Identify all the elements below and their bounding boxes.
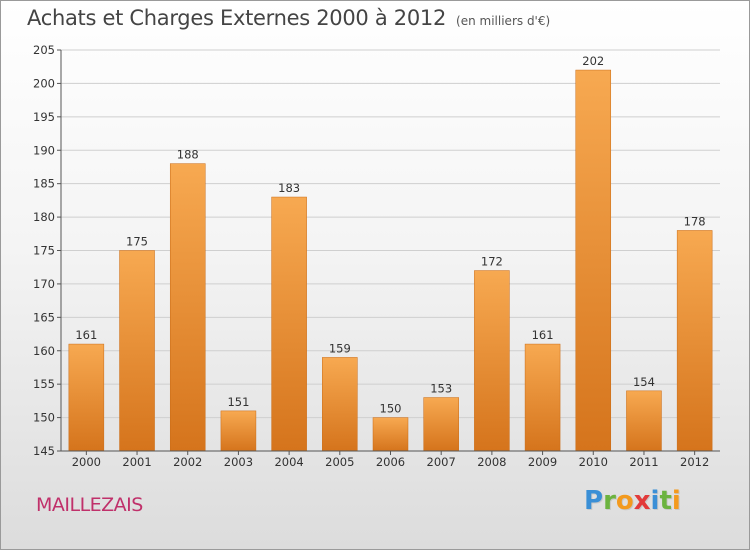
x-tick-label: 2009	[528, 455, 557, 469]
x-tick-label: 2004	[274, 455, 303, 469]
x-tick-label: 2008	[477, 455, 506, 469]
data-label: 161	[532, 328, 554, 342]
chart-title-text: Achats et Charges Externes 2000 à 2012	[27, 6, 447, 30]
bar	[575, 69, 612, 452]
y-tick-label: 200	[33, 76, 55, 90]
data-label: 159	[329, 341, 351, 355]
data-label: 153	[430, 382, 452, 396]
data-label: 202	[582, 54, 604, 68]
proxiti-logo[interactable]: Proxiti	[584, 486, 681, 516]
x-tick-label: 2000	[72, 455, 101, 469]
bar	[626, 390, 662, 452]
y-tick-label: 160	[33, 344, 55, 358]
chart-title: Achats et Charges Externes 2000 à 2012 (e…	[27, 6, 550, 30]
logo-letter: t	[659, 486, 672, 516]
bar	[220, 410, 257, 452]
grid-lines	[61, 49, 720, 452]
logo-letter: r	[603, 486, 616, 516]
x-tick-label: 2011	[629, 455, 658, 469]
bar	[322, 357, 358, 452]
bar	[68, 343, 105, 452]
data-label: 161	[75, 328, 97, 342]
data-label: 178	[684, 214, 706, 228]
data-label: 172	[481, 255, 503, 269]
y-tick-label: 145	[33, 444, 55, 458]
y-tick-label: 155	[33, 377, 55, 391]
y-tick-label: 175	[33, 244, 55, 258]
data-label: 154	[633, 375, 655, 389]
y-tick-label: 170	[33, 277, 55, 291]
data-label: 188	[177, 148, 199, 162]
data-label: 175	[126, 235, 148, 249]
logo-letter: i	[650, 486, 660, 516]
commune-name: MAILLEZAIS	[36, 494, 143, 516]
x-tick-label: 2010	[579, 455, 608, 469]
x-tick-label: 2005	[325, 455, 354, 469]
data-label: 151	[227, 395, 249, 409]
bar	[474, 270, 510, 452]
bar	[119, 250, 155, 452]
y-tick-label: 195	[33, 110, 55, 124]
x-tick-label: 2012	[680, 455, 709, 469]
y-tick-label: 190	[33, 143, 55, 157]
y-tick-label: 165	[33, 310, 55, 324]
x-tick-label: 2002	[173, 455, 202, 469]
y-tick-label: 185	[33, 177, 55, 191]
logo-letter: i	[671, 486, 681, 516]
bar	[169, 163, 206, 452]
bar	[676, 230, 713, 452]
x-tick-label: 2001	[122, 455, 151, 469]
data-labels: 161 175 188 151 183 159 150 153 172 161 202 154 178	[75, 54, 705, 416]
x-tick-label: 2007	[427, 455, 456, 469]
bars	[68, 69, 713, 452]
x-tick-label: 2006	[376, 455, 405, 469]
bar	[524, 343, 561, 452]
y-tick-label: 150	[33, 411, 55, 425]
logo-letter: o	[615, 486, 634, 516]
bar	[271, 196, 307, 452]
axes: 145 150 155 160 165 170 175 180 185 190 195 200 205 2…	[33, 43, 720, 469]
x-tick-label: 2003	[224, 455, 253, 469]
data-label: 183	[278, 181, 300, 195]
bar	[423, 397, 459, 452]
y-tick-label: 180	[33, 210, 55, 224]
bar	[372, 417, 409, 452]
y-tick-label: 205	[33, 43, 55, 57]
logo-letter: x	[633, 486, 651, 516]
logo-letter: P	[584, 486, 604, 516]
data-label: 150	[380, 402, 402, 416]
chart-unit: (en milliers d'€)	[456, 14, 551, 28]
